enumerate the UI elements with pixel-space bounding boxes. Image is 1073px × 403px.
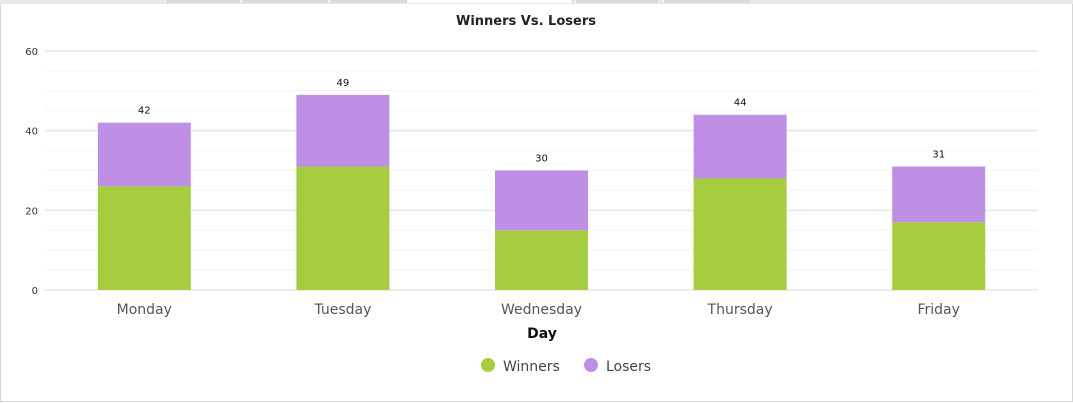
x-tick-label: Friday [917,302,959,318]
total-data-label: 44 [734,98,747,109]
x-axis-label: Day [527,326,557,342]
x-tick-label: Tuesday [313,302,371,318]
x-tick-label: Monday [117,302,172,318]
bar-winners-wednesday[interactable] [495,230,588,290]
y-axis: 0 20 40 60 [25,47,38,297]
legend: Winners Losers [481,358,651,375]
total-data-label: 49 [337,78,350,89]
x-tick-label: Thursday [707,302,773,318]
y-tick-label: 20 [25,206,38,217]
tab[interactable] [241,0,327,3]
bar-winners-thursday[interactable] [693,178,787,290]
legend-label-losers[interactable]: Losers [606,359,651,375]
bar-losers-monday[interactable] [97,122,191,187]
tab[interactable] [329,0,407,3]
x-axis: Monday Tuesday Wednesday Thursday Friday [117,302,960,318]
bar-winners-friday[interactable] [892,222,986,290]
y-tick-label: 0 [32,286,38,297]
bars: 42 49 30 44 31 [97,78,986,290]
top-tab-strip [0,0,1073,4]
total-data-label: 30 [535,154,548,165]
bar-losers-tuesday[interactable] [296,94,390,167]
tab[interactable] [663,0,749,3]
legend-marker-winners[interactable] [481,358,495,372]
chart-title: Winners Vs. Losers [456,14,596,29]
bar-losers-wednesday[interactable] [495,170,588,231]
total-data-label: 31 [932,150,945,161]
legend-label-winners[interactable]: Winners [503,359,560,375]
tab-active[interactable] [407,0,573,3]
bar-losers-thursday[interactable] [693,114,787,179]
total-data-label: 42 [138,106,151,117]
bar-winners-monday[interactable] [97,186,191,290]
y-tick-label: 40 [25,127,38,138]
bar-losers-friday[interactable] [892,166,986,223]
tab[interactable] [575,0,657,3]
y-tick-label: 60 [25,47,38,58]
bar-winners-tuesday[interactable] [296,166,390,290]
legend-marker-losers[interactable] [584,358,598,372]
tab[interactable] [165,0,239,3]
x-tick-label: Wednesday [501,302,582,318]
